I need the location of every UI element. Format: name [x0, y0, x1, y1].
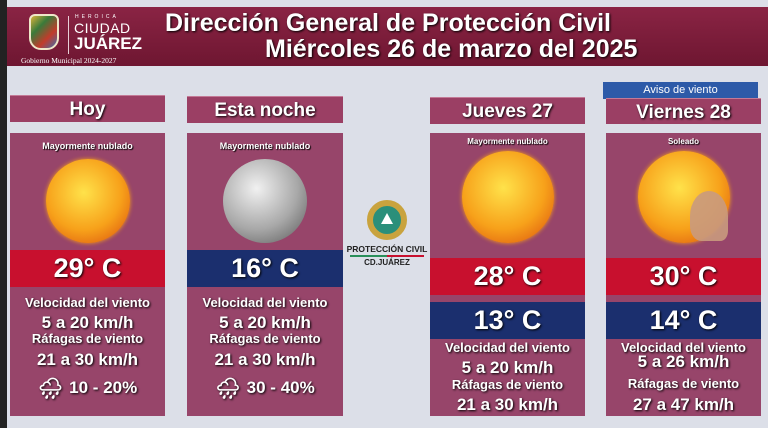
logo-juarez: JUÁREZ: [74, 34, 143, 53]
wind-speed: 5 a 20 km/h: [219, 313, 311, 332]
gust-speed: 21 a 30 km/h: [456, 395, 559, 414]
left-edge: [0, 0, 7, 428]
temp-high: 28° C: [430, 258, 585, 295]
card-title-hoy: Hoy: [10, 95, 165, 122]
windy-tree-icon: [689, 191, 728, 241]
card-title-jueves: Jueves 27: [430, 97, 585, 124]
wind-speed: 5 a 20 km/h: [461, 358, 554, 377]
gust-label: Ráfagas de viento: [31, 331, 144, 346]
logo-gobierno: Gobierno Municipal 2024-2027: [21, 56, 117, 65]
proteccion-civil-emblem-icon: [367, 200, 407, 240]
ciudad-juarez-logo: HEROICA CIUDAD JUÁREZ Gobierno Municipal…: [21, 10, 151, 65]
condition: Mayormente nublado: [219, 141, 311, 151]
wind-speed: 5 a 26 km/h: [637, 352, 730, 371]
condition: Mayormente nublado: [42, 141, 133, 151]
condition: Soleado: [667, 137, 700, 146]
gust-label: Ráfagas de viento: [209, 331, 321, 346]
wind-speed: 5 a 20 km/h: [41, 313, 134, 332]
rain-cloud-icon: 🌧: [37, 378, 64, 400]
divider: [350, 255, 424, 257]
forecast-card-jueves: Mayormente nublado 28° C 13° C Velocidad…: [430, 133, 585, 416]
logo-heroica: HEROICA: [75, 14, 119, 20]
wind-label: Velocidad del viento: [25, 295, 150, 310]
header-banner: HEROICA CIUDAD JUÁREZ Gobierno Municipal…: [7, 7, 768, 66]
rain-cloud-icon: 🌧: [215, 378, 241, 400]
forecast-card-esta-noche: Mayormente nublado 16° C Velocidad del v…: [187, 133, 343, 416]
logo-line2: CD.JUÁREZ: [364, 258, 410, 267]
wind-label: Velocidad del viento: [621, 340, 746, 355]
rain-probability: 10 - 20%: [69, 377, 138, 397]
temp-low: 16° C: [187, 250, 343, 287]
divider: [68, 16, 69, 54]
gust-label: Ráfagas de viento: [627, 376, 740, 391]
wind-label: Velocidad del viento: [445, 340, 570, 355]
condition: Mayormente nublado: [467, 137, 548, 146]
temp-low: 13° C: [430, 302, 585, 339]
proteccion-civil-logo: PROTECCIÓN CIVIL CD.JUÁREZ: [344, 200, 430, 272]
sun-icon: [45, 159, 130, 243]
gust-speed: 21 a 30 km/h: [36, 350, 139, 369]
temp-high: 29° C: [10, 250, 165, 287]
page-date: Miércoles 26 de marzo del 2025: [265, 35, 638, 63]
gust-speed: 21 a 30 km/h: [214, 350, 316, 369]
logo-ciudad: CIUDAD: [74, 20, 131, 36]
coat-of-arms-icon: [29, 14, 59, 50]
forecast-card-hoy: Mayormente nublado 29° C Velocidad del v…: [10, 133, 165, 416]
page-title: Dirección General de Protección Civil: [165, 9, 611, 37]
sun-wind-icon: [637, 151, 730, 243]
card-title-viernes: Viernes 28: [606, 98, 761, 124]
wind-alert-badge: Aviso de viento: [603, 82, 758, 99]
gust-label: Ráfagas de viento: [451, 377, 564, 392]
gust-speed: 27 a 47 km/h: [632, 395, 735, 414]
forecast-card-viernes: Soleado 30° C 14° C Velocidad del viento…: [606, 133, 761, 416]
temp-low: 14° C: [606, 302, 761, 339]
card-title-esta-noche: Esta noche: [187, 96, 343, 123]
sun-icon: [461, 151, 554, 243]
logo-line1: PROTECCIÓN CIVIL: [346, 244, 428, 254]
wind-label: Velocidad del viento: [202, 295, 328, 310]
temp-high: 30° C: [606, 258, 761, 295]
moon-icon: [223, 159, 307, 243]
rain-probability: 30 - 40%: [246, 377, 315, 397]
